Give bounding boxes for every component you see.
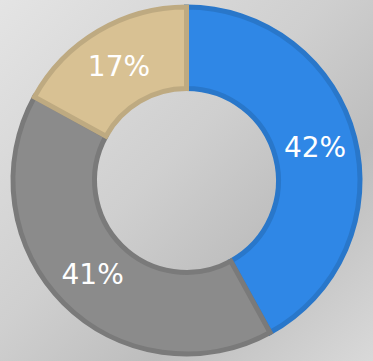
labels: 42% 41% 17%: [62, 50, 347, 291]
chart: 42% 41% 17%: [0, 0, 373, 361]
slice: [13, 97, 270, 354]
slice: [34, 7, 186, 136]
data-label: 42%: [284, 131, 346, 164]
data-label: 17%: [88, 50, 150, 83]
slices: [13, 7, 360, 354]
data-label: 41%: [62, 258, 124, 291]
